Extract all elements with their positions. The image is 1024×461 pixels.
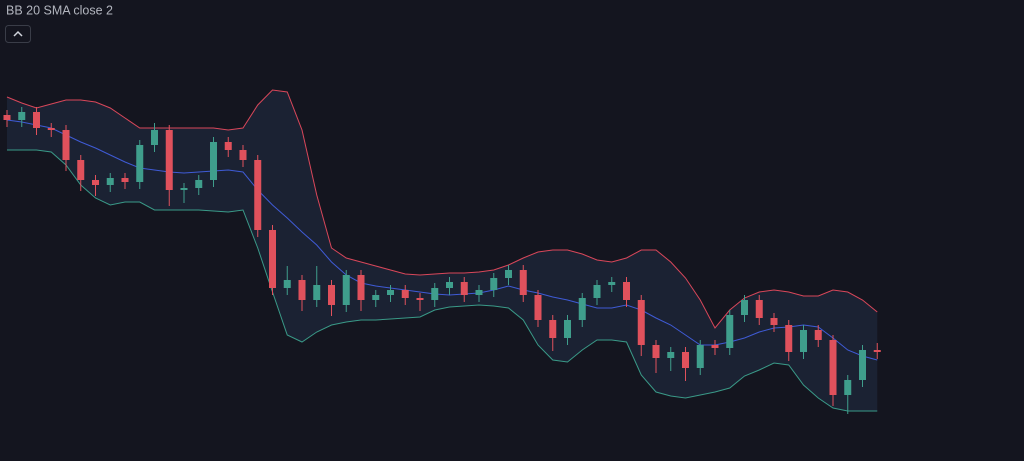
candle-body bbox=[814, 330, 822, 340]
candle-body bbox=[92, 180, 99, 185]
candle-body bbox=[298, 280, 306, 300]
candle-body bbox=[505, 270, 512, 278]
candle-body bbox=[623, 282, 630, 300]
chevron-icon[interactable] bbox=[13, 30, 23, 37]
collapse-button[interactable] bbox=[5, 25, 31, 43]
candle-body bbox=[342, 275, 350, 305]
lower-band-line bbox=[7, 149, 878, 412]
candle-body bbox=[770, 318, 778, 325]
candle-body bbox=[180, 188, 188, 190]
indicator-title: BB 20 SMA close 2 bbox=[6, 3, 113, 17]
candle-body bbox=[224, 142, 232, 150]
candle-body bbox=[608, 282, 616, 285]
candle-body bbox=[696, 345, 704, 368]
candle-body bbox=[873, 350, 881, 352]
candle-body bbox=[682, 352, 689, 368]
candle-body bbox=[578, 298, 586, 320]
candle-body bbox=[460, 282, 468, 295]
candle-body bbox=[372, 295, 380, 300]
candle-body bbox=[387, 290, 394, 295]
candle-body bbox=[47, 128, 55, 130]
candle-body bbox=[254, 160, 262, 230]
candle-body bbox=[844, 380, 852, 395]
candle-body bbox=[637, 300, 645, 345]
candle-body bbox=[401, 290, 409, 298]
candle-body bbox=[741, 300, 748, 315]
candle-body bbox=[33, 112, 40, 128]
candle-body bbox=[151, 130, 158, 145]
candle-body bbox=[3, 115, 11, 120]
candle-body bbox=[328, 285, 335, 305]
candle-body bbox=[711, 345, 719, 348]
candle-body bbox=[313, 285, 321, 300]
candle-body bbox=[785, 325, 793, 352]
button-frame[interactable] bbox=[5, 25, 31, 43]
candle-body bbox=[593, 285, 601, 298]
candle-body bbox=[475, 290, 483, 295]
candle-body bbox=[431, 288, 439, 300]
candle-body bbox=[195, 180, 203, 188]
candle-body bbox=[283, 280, 291, 288]
candle-body bbox=[239, 150, 247, 160]
candle-body bbox=[121, 178, 129, 182]
candle-body bbox=[800, 330, 807, 352]
plot bbox=[3, 89, 881, 414]
candle-body bbox=[136, 145, 144, 182]
candle-body bbox=[490, 278, 498, 290]
candle-body bbox=[446, 282, 453, 288]
candle-body bbox=[564, 320, 571, 338]
candle-body bbox=[165, 130, 173, 190]
candle-body bbox=[416, 298, 424, 300]
candle-body bbox=[667, 352, 675, 358]
candle-body bbox=[534, 295, 542, 320]
candle-body bbox=[357, 275, 365, 300]
candle-body bbox=[652, 345, 660, 358]
candle-body bbox=[210, 142, 217, 180]
candle-body bbox=[18, 112, 26, 120]
candle-body bbox=[519, 270, 527, 295]
candle-body bbox=[755, 300, 763, 318]
candle-body bbox=[859, 350, 866, 380]
candle-body bbox=[726, 315, 734, 348]
candle-body bbox=[77, 160, 85, 180]
upper-band-line bbox=[6, 89, 878, 329]
candle-body bbox=[62, 130, 70, 160]
candle-body bbox=[549, 320, 557, 338]
candle-body bbox=[829, 340, 837, 395]
candle-body bbox=[269, 230, 276, 288]
candle-body bbox=[106, 178, 114, 185]
